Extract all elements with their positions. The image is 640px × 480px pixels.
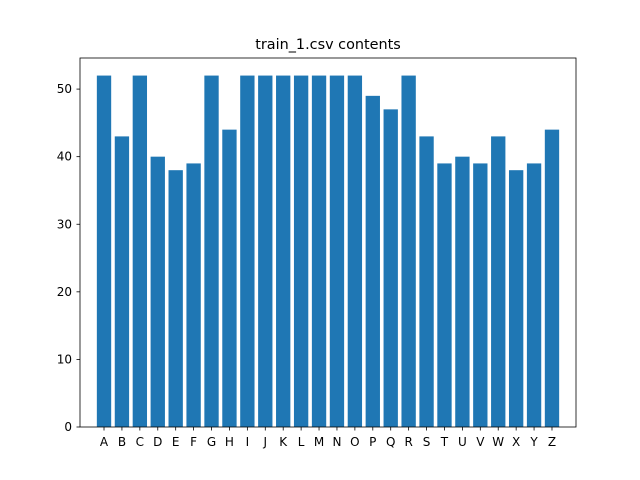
x-tick-label: C [136, 435, 144, 449]
bar-L [293, 75, 309, 428]
x-tick-label: T [440, 435, 449, 449]
y-tick-label: 20 [57, 285, 72, 299]
y-tick-label: 50 [57, 82, 72, 96]
bar-S [419, 136, 434, 427]
x-tick-label: Y [529, 435, 538, 449]
x-tick-label: R [404, 435, 412, 449]
x-tick-label: O [350, 435, 359, 449]
x-tick-label: H [225, 435, 234, 449]
x-tick-label: D [153, 435, 162, 449]
x-tick-label: M [314, 435, 324, 449]
bar-U [455, 156, 470, 427]
bar-X [508, 170, 524, 427]
y-tick-label: 0 [64, 420, 72, 434]
x-tick-label: S [423, 435, 431, 449]
bar-A [96, 75, 112, 428]
x-tick-label: P [369, 435, 376, 449]
bar-J [258, 75, 273, 428]
x-tick-label: G [207, 435, 216, 449]
bar-Y [526, 163, 542, 427]
x-tick-label: U [458, 435, 467, 449]
bar-T [437, 163, 452, 427]
bar-N [329, 75, 345, 428]
x-tick-label: Z [548, 435, 556, 449]
bar-D [150, 156, 165, 427]
bar-O [347, 75, 363, 428]
bar-W [491, 136, 506, 427]
bar-P [365, 95, 380, 427]
bar-F [186, 163, 201, 427]
bar-M [311, 75, 327, 428]
x-tick-label: A [100, 435, 109, 449]
bar-I [240, 75, 255, 428]
bar-E [168, 170, 183, 427]
x-tick-label: K [279, 435, 288, 449]
bar-B [114, 136, 130, 427]
bars-layer [96, 75, 560, 428]
plot-frame [79, 57, 577, 428]
x-tick-label: V [476, 435, 485, 449]
x-tick-label: J [263, 435, 268, 449]
x-tick-label: B [118, 435, 126, 449]
chart-title: train_1.csv contents [255, 37, 401, 53]
bar-C [132, 75, 148, 428]
x-tick-label: Q [386, 435, 395, 449]
x-tick-label: W [492, 435, 504, 449]
y-tick-label: 10 [57, 352, 72, 366]
bar-Z [544, 129, 560, 427]
x-tick-label: I [246, 435, 250, 449]
bar-K [276, 75, 291, 428]
y-tick-label: 30 [57, 217, 72, 231]
bar-Q [383, 109, 398, 427]
y-axis: 0 10 20 30 40 50 [57, 82, 80, 434]
y-tick-label: 40 [57, 150, 72, 164]
x-tick-label: L [298, 435, 305, 449]
bar-V [473, 163, 488, 427]
bar-H [222, 129, 237, 427]
x-tick-label: F [190, 435, 197, 449]
x-tick-label: E [172, 435, 180, 449]
bar-R [401, 75, 416, 428]
x-tick-label: N [332, 435, 341, 449]
bar-G [204, 75, 219, 428]
x-tick-label: X [512, 435, 520, 449]
